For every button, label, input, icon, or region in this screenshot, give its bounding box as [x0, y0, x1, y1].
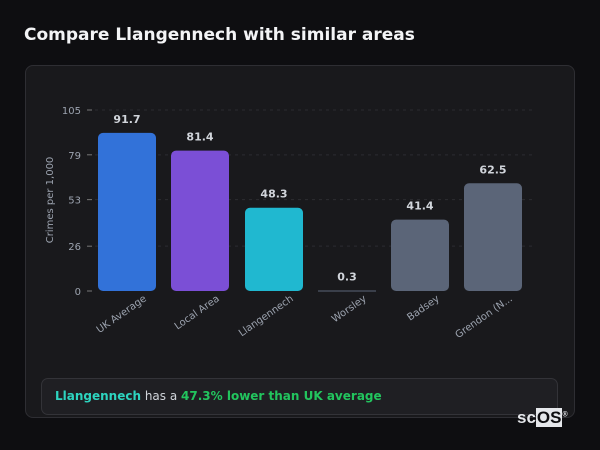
- bar: [391, 219, 449, 291]
- y-tick-label: 0: [75, 287, 81, 298]
- x-tick-label: Grendon (N...: [454, 293, 515, 340]
- bar-value-label: 41.4: [406, 200, 433, 213]
- summary-area: Llangennech: [55, 389, 142, 403]
- page-title: Compare Llangennech with similar areas: [24, 25, 415, 45]
- bar-value-label: 81.4: [186, 131, 213, 144]
- summary-box: Llangennech has a 47.3% lower than UK av…: [41, 378, 558, 415]
- x-tick-label: Worsley: [330, 293, 369, 325]
- bar: [171, 150, 229, 291]
- y-tick-label: 53: [68, 196, 81, 207]
- scos-logo: scOS®: [517, 408, 568, 427]
- bar-value-label: 48.3: [260, 188, 287, 201]
- y-tick-label: 105: [62, 106, 81, 117]
- bar-value-label: 0.3: [337, 270, 357, 283]
- y-tick-label: 79: [68, 151, 81, 162]
- y-tick-label: 26: [68, 242, 81, 253]
- bar-value-label: 91.7: [113, 113, 140, 126]
- x-tick-label: Llangennech: [237, 293, 296, 339]
- bar: [464, 183, 522, 291]
- x-tick-label: Badsey: [405, 293, 441, 323]
- bar: [98, 132, 156, 291]
- x-tick-label: UK Average: [95, 293, 149, 335]
- bar-value-label: 62.5: [479, 163, 506, 176]
- summary-comparison: 47.3% lower than UK average: [181, 389, 382, 403]
- y-axis-label: Crimes per 1,000: [45, 157, 56, 244]
- x-tick-label: Local Area: [173, 293, 222, 332]
- bar: [245, 207, 303, 291]
- summary-text: has a: [141, 389, 182, 403]
